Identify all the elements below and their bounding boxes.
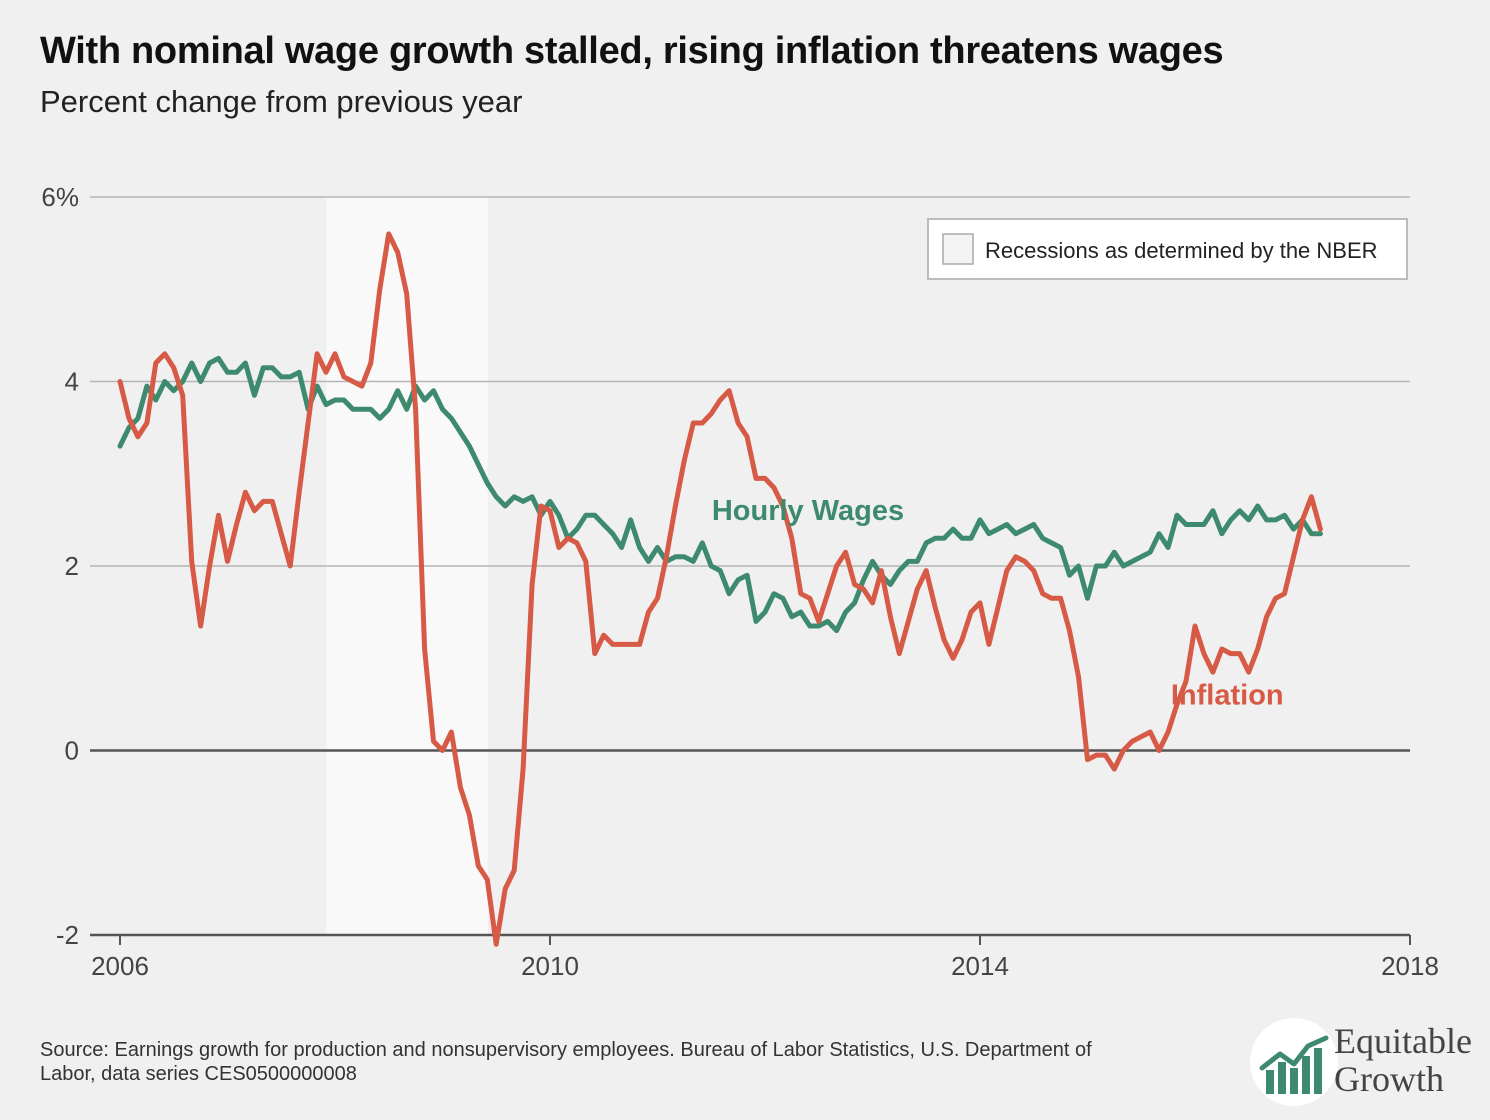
brand-logo-circle [1250,1018,1338,1106]
gridlines [90,196,1410,937]
brand-logo: Equitable Growth [1250,1014,1490,1110]
legend-swatch [942,233,974,265]
series-line-inflation [117,231,1323,947]
x-tick-label: 2014 [951,951,1009,981]
brand-line-1: Equitable [1334,1021,1472,1061]
series-label: Hourly Wages [712,495,904,527]
series-label: Inflation [1171,679,1284,711]
brand-name: Equitable Growth [1334,1022,1472,1098]
y-tick-label: 4 [65,367,79,397]
y-tick-label: 0 [65,736,79,766]
line-chart: -2 0 2 4 6% 2006 2010 2014 2018 Hourly Wages Inf… [41,182,1439,981]
y-tick-label: -2 [56,920,79,950]
series-line-hourly-wages [117,355,1323,634]
y-axis-ticks: -2 0 2 4 6% [41,182,79,950]
chart-title: With nominal wage growth stalled, rising… [40,30,1224,72]
source-note: Source: Earnings growth for production a… [40,1039,1092,1085]
x-axis-ticks: 2006 2010 2014 2018 [91,935,1439,981]
x-tick-label: 2018 [1381,951,1439,981]
growth-chart-icon [1259,1035,1329,1094]
series-annotations: Hourly Wages Inflation [712,495,1284,712]
chart-subtitle: Percent change from previous year [40,84,523,119]
y-tick-label: 2 [65,551,79,581]
legend-label: Recessions as determined by the NBER [985,238,1378,263]
legend-box [927,218,1408,280]
x-tick-label: 2006 [91,951,149,981]
legend: Recessions as determined by the NBER [927,218,1408,280]
y-tick-label: 6% [41,182,79,212]
brand-line-2: Growth [1334,1059,1444,1099]
x-tick-label: 2010 [521,951,579,981]
